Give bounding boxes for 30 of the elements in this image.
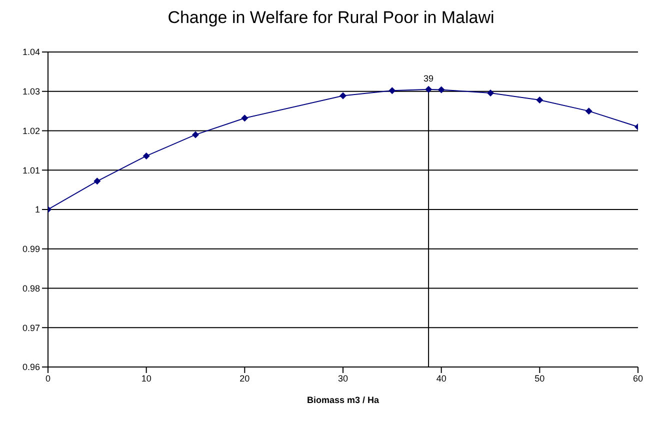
x-tick-label: 50 <box>534 373 545 384</box>
point <box>340 92 346 100</box>
point <box>487 89 494 96</box>
x-tick-label: 40 <box>436 373 446 384</box>
y-tick-label: 1.01 <box>22 165 40 176</box>
x-tick-label: 20 <box>240 373 250 384</box>
x-tick-label: 60 <box>632 373 644 384</box>
y-tick-label: 1.02 <box>22 126 40 136</box>
point <box>585 108 592 115</box>
point <box>438 86 445 94</box>
point <box>142 152 150 160</box>
point <box>425 86 432 93</box>
y-tick-label: 0.99 <box>22 244 40 254</box>
x-tick-label: 0 <box>45 373 51 384</box>
y-tick-label: 1.03 <box>22 86 40 97</box>
point <box>192 131 199 138</box>
x-axis-title: Biomass m3 / Ha <box>306 395 380 405</box>
y-tick-label: 1 <box>34 204 40 215</box>
x-tick-label: 10 <box>141 373 152 384</box>
y-tick-label: 1.04 <box>22 47 40 58</box>
point <box>241 114 248 122</box>
x-tick-label: 30 <box>338 373 348 384</box>
ref-line-label: 39 <box>424 73 434 84</box>
point <box>94 178 101 185</box>
y-tick-label: 0.96 <box>22 362 40 372</box>
chart-title: Change in Welfare for Rural Poor in Malawi <box>166 8 496 28</box>
point <box>536 96 544 104</box>
y-tick-label: 0.97 <box>22 322 40 333</box>
y-tick-label: 0.98 <box>22 283 40 294</box>
point <box>388 87 396 94</box>
